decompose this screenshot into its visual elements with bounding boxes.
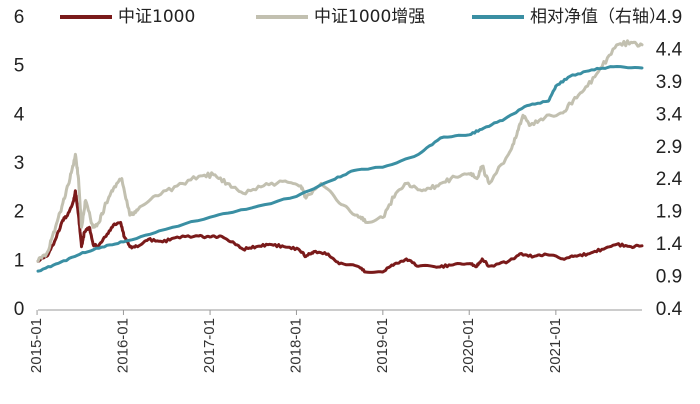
y2-tick-label: 0.9: [656, 267, 682, 288]
x-tick-label: 2018-01: [287, 318, 304, 373]
y2-tick-label: 1.4: [656, 234, 683, 255]
x-axis-ticks: 2015-01 2016-01 2017-01 2018-01 2019-01 2020-…: [28, 310, 564, 373]
y2-tick-label: 2.4: [656, 169, 683, 190]
y-axis-left-ticks: 0 1 2 3 4 5 6: [14, 7, 25, 320]
y2-tick-label: 4.9: [656, 7, 682, 28]
x-tick-label: 2020-01: [460, 318, 477, 373]
x-tick-label: 2015-01: [28, 318, 45, 373]
y-tick-label: 0: [14, 299, 25, 320]
y-tick-label: 4: [14, 104, 25, 125]
x-tick-label: 2021-01: [547, 318, 564, 373]
y2-tick-label: 2.9: [656, 137, 682, 158]
series-2-legend-label: 中证1000增强: [314, 7, 425, 27]
y-tick-label: 1: [14, 250, 25, 271]
series-layer: [36, 39, 644, 274]
series-2-line: [36, 39, 644, 263]
y2-tick-label: 1.9: [656, 202, 682, 223]
y2-tick-label: 0.4: [656, 299, 683, 320]
series-3-legend-label: 相对净值（右轴）: [530, 7, 666, 27]
y-tick-label: 6: [14, 7, 25, 28]
y-tick-label: 2: [14, 202, 25, 223]
y2-tick-label: 3.4: [656, 104, 683, 125]
series-3-line: [36, 65, 644, 273]
y-axis-right-ticks: 0.4 0.9 1.4 1.9 2.4 2.9 3.4 3.9 4.4 4.9: [656, 7, 683, 320]
y-tick-label: 5: [14, 56, 25, 77]
x-tick-label: 2019-01: [374, 318, 391, 373]
x-tick-label: 2017-01: [201, 318, 218, 373]
legend: 中证1000 中证1000增强 相对净值（右轴）: [60, 7, 666, 27]
y2-tick-label: 4.4: [656, 39, 683, 60]
y2-tick-label: 3.9: [656, 72, 682, 93]
series-1-legend-label: 中证1000: [118, 7, 195, 27]
x-tick-label: 2016-01: [114, 318, 131, 373]
series-1-line: [36, 189, 644, 274]
y-tick-label: 3: [14, 153, 25, 174]
